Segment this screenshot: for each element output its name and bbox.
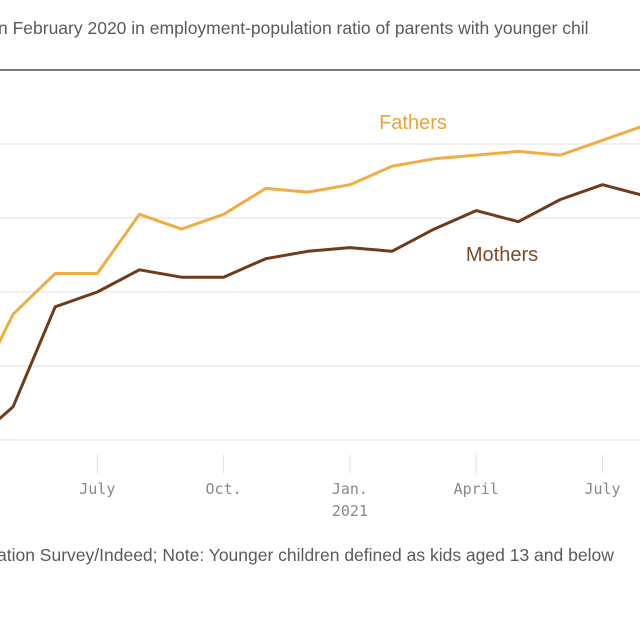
- series-line-fathers: [0, 125, 640, 345]
- chart-subtitle: n February 2020 in employment-population…: [0, 18, 589, 38]
- x-tick-sublabel: 2021: [332, 502, 368, 520]
- x-tick-label: Oct.: [206, 480, 242, 498]
- series-line-mothers: [0, 183, 640, 421]
- x-tick-label: July: [584, 480, 620, 498]
- series-label-mothers: Mothers: [466, 244, 538, 266]
- source-note: ation Survey/Indeed; Note: Younger child…: [0, 545, 614, 565]
- series-label-fathers: Fathers: [379, 112, 447, 134]
- x-tick-label: July: [79, 480, 115, 498]
- x-tick-label: Jan.: [332, 480, 368, 498]
- x-tick-label: April: [454, 480, 499, 498]
